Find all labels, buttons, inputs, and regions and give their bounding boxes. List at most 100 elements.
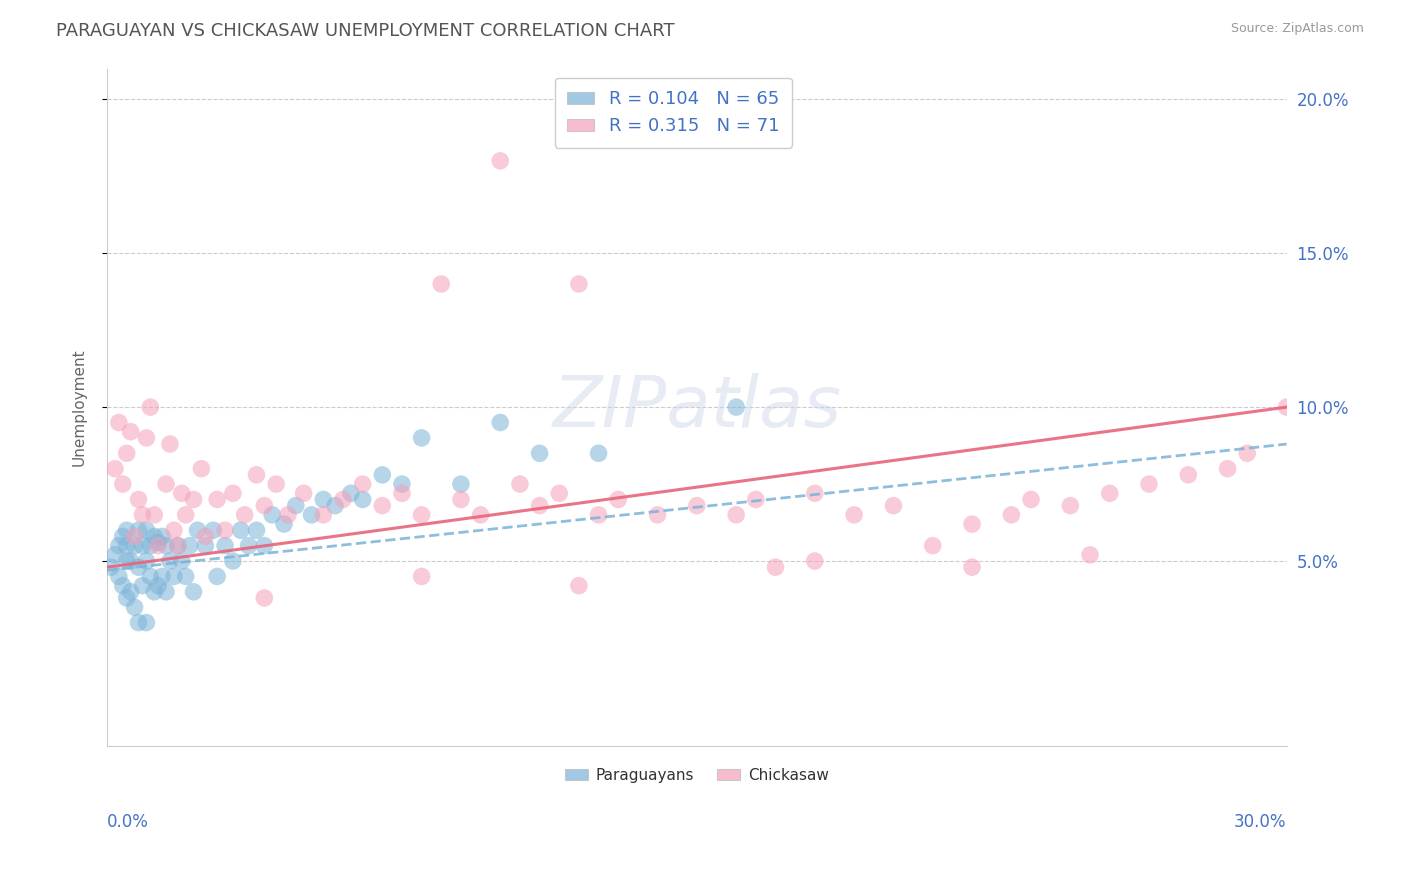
Text: ZIPatlas: ZIPatlas — [553, 373, 841, 442]
Point — [725, 508, 748, 522]
Point — [155, 584, 177, 599]
Point — [124, 529, 146, 543]
Point — [148, 535, 170, 549]
Point — [179, 539, 201, 553]
Point — [284, 499, 307, 513]
Point — [301, 508, 323, 522]
Text: Source: ZipAtlas.com: Source: ZipAtlas.com — [1230, 22, 1364, 36]
Point — [312, 492, 335, 507]
Point — [332, 492, 354, 507]
Point — [960, 560, 983, 574]
Point — [128, 615, 150, 630]
Point — [238, 539, 260, 553]
Point — [765, 560, 787, 574]
Point — [135, 554, 157, 568]
Point — [489, 416, 512, 430]
Point — [1098, 486, 1121, 500]
Point — [150, 569, 173, 583]
Point — [131, 579, 153, 593]
Point — [183, 492, 205, 507]
Point — [450, 477, 472, 491]
Point — [166, 539, 188, 553]
Point — [352, 477, 374, 491]
Point — [128, 523, 150, 537]
Point — [960, 517, 983, 532]
Point — [148, 579, 170, 593]
Point — [430, 277, 453, 291]
Point — [245, 467, 267, 482]
Point — [104, 461, 127, 475]
Point — [170, 554, 193, 568]
Point — [745, 492, 768, 507]
Point — [115, 591, 138, 605]
Point — [1059, 499, 1081, 513]
Legend: Paraguayans, Chickasaw: Paraguayans, Chickasaw — [560, 762, 835, 789]
Point — [155, 539, 177, 553]
Point — [804, 554, 827, 568]
Y-axis label: Unemployment: Unemployment — [72, 348, 86, 466]
Point — [159, 554, 181, 568]
Point — [205, 492, 228, 507]
Point — [548, 486, 571, 500]
Point — [529, 499, 551, 513]
Point — [131, 539, 153, 553]
Point — [202, 523, 225, 537]
Point — [647, 508, 669, 522]
Point — [262, 508, 284, 522]
Point — [371, 467, 394, 482]
Point — [568, 277, 591, 291]
Point — [1078, 548, 1101, 562]
Point — [371, 499, 394, 513]
Point — [190, 461, 212, 475]
Point — [882, 499, 904, 513]
Point — [588, 446, 610, 460]
Point — [686, 499, 709, 513]
Point — [340, 486, 363, 500]
Point — [115, 446, 138, 460]
Point — [391, 477, 413, 491]
Point — [159, 437, 181, 451]
Point — [131, 508, 153, 522]
Point — [312, 508, 335, 522]
Point — [323, 499, 346, 513]
Text: 0.0%: 0.0% — [107, 814, 149, 831]
Point — [273, 517, 295, 532]
Point — [1019, 492, 1042, 507]
Point — [124, 539, 146, 553]
Point — [174, 508, 197, 522]
Point — [725, 400, 748, 414]
Point — [111, 477, 134, 491]
Point — [921, 539, 943, 553]
Point — [411, 431, 433, 445]
Point — [253, 499, 276, 513]
Point — [143, 508, 166, 522]
Point — [1177, 467, 1199, 482]
Point — [155, 477, 177, 491]
Point — [139, 569, 162, 583]
Point — [588, 508, 610, 522]
Point — [804, 486, 827, 500]
Point — [170, 486, 193, 500]
Point — [194, 539, 217, 553]
Point — [143, 584, 166, 599]
Point — [1137, 477, 1160, 491]
Point — [143, 529, 166, 543]
Point — [529, 446, 551, 460]
Point — [233, 508, 256, 522]
Point — [111, 529, 134, 543]
Point — [245, 523, 267, 537]
Point — [194, 529, 217, 543]
Point — [120, 584, 142, 599]
Point — [163, 569, 186, 583]
Point — [411, 508, 433, 522]
Point — [1236, 446, 1258, 460]
Point — [292, 486, 315, 500]
Point — [120, 425, 142, 439]
Point — [1000, 508, 1022, 522]
Point — [108, 569, 131, 583]
Point — [128, 492, 150, 507]
Point — [139, 539, 162, 553]
Point — [115, 539, 138, 553]
Point — [253, 591, 276, 605]
Point — [124, 600, 146, 615]
